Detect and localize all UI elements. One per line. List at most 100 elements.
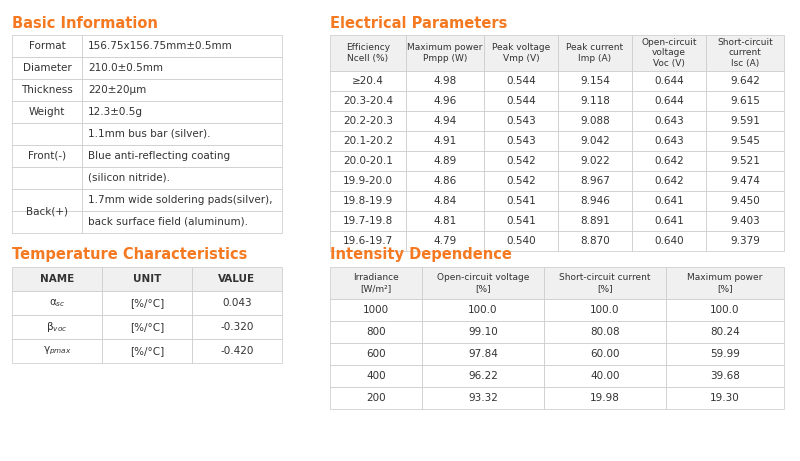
Bar — [632, 211, 706, 231]
Text: Open-circuit
voltage
Voc (V): Open-circuit voltage Voc (V) — [642, 38, 697, 68]
Bar — [558, 35, 632, 71]
Bar — [82, 189, 282, 211]
Bar — [330, 191, 406, 211]
Text: 100.0: 100.0 — [468, 305, 498, 315]
Text: γ$_{pmax}$: γ$_{pmax}$ — [42, 345, 71, 357]
Text: 400: 400 — [366, 371, 386, 381]
Bar — [558, 131, 632, 151]
Bar — [82, 211, 282, 233]
Text: 93.32: 93.32 — [468, 393, 498, 403]
Bar — [406, 131, 484, 151]
Text: 60.00: 60.00 — [590, 349, 620, 359]
Text: 4.79: 4.79 — [434, 236, 457, 246]
Bar — [544, 299, 666, 321]
Bar — [558, 211, 632, 231]
Text: 19.9-20.0: 19.9-20.0 — [343, 176, 393, 186]
Bar — [484, 191, 558, 211]
Text: Peak current
Imp (A): Peak current Imp (A) — [566, 43, 623, 63]
Bar — [544, 343, 666, 365]
Bar — [12, 123, 82, 145]
Text: 20.0-20.1: 20.0-20.1 — [343, 156, 393, 166]
Bar — [192, 315, 282, 339]
Bar — [706, 171, 784, 191]
Text: 0.643: 0.643 — [654, 136, 684, 146]
Text: Open-circuit voltage
[%]: Open-circuit voltage [%] — [437, 273, 529, 293]
Bar — [484, 111, 558, 131]
Text: Short-circuit
current
Isc (A): Short-circuit current Isc (A) — [717, 38, 773, 68]
Bar — [632, 231, 706, 251]
Text: 20.2-20.3: 20.2-20.3 — [343, 116, 393, 126]
Bar — [12, 267, 102, 291]
Bar — [102, 267, 192, 291]
Bar — [82, 145, 282, 167]
Bar — [422, 343, 544, 365]
Text: 9.591: 9.591 — [730, 116, 760, 126]
Text: back surface field (aluminum).: back surface field (aluminum). — [88, 217, 248, 227]
Bar — [666, 343, 784, 365]
Bar — [706, 211, 784, 231]
Bar — [666, 299, 784, 321]
Text: 0.640: 0.640 — [654, 236, 684, 246]
Text: 0.641: 0.641 — [654, 216, 684, 226]
Bar — [12, 339, 102, 363]
Text: 9.450: 9.450 — [730, 196, 760, 206]
Text: 8.946: 8.946 — [580, 196, 610, 206]
Text: 800: 800 — [366, 327, 386, 337]
Text: 39.68: 39.68 — [710, 371, 740, 381]
Bar — [82, 79, 282, 101]
Text: [%/°C]: [%/°C] — [130, 346, 164, 356]
Text: 99.10: 99.10 — [468, 327, 498, 337]
Text: -0.420: -0.420 — [220, 346, 254, 356]
Bar — [484, 171, 558, 191]
Text: 9.379: 9.379 — [730, 236, 760, 246]
Bar — [666, 321, 784, 343]
Text: Front(-): Front(-) — [28, 151, 66, 161]
Text: 0.543: 0.543 — [506, 116, 536, 126]
Bar — [544, 267, 666, 299]
Bar — [632, 91, 706, 111]
Text: 0.642: 0.642 — [654, 176, 684, 186]
Text: 96.22: 96.22 — [468, 371, 498, 381]
Bar — [12, 101, 82, 123]
Text: 8.967: 8.967 — [580, 176, 610, 186]
Bar — [544, 387, 666, 409]
Bar — [632, 35, 706, 71]
Bar — [632, 191, 706, 211]
Bar — [102, 291, 192, 315]
Bar — [544, 321, 666, 343]
Bar — [558, 111, 632, 131]
Bar — [484, 151, 558, 171]
Bar — [12, 211, 82, 233]
Text: 59.99: 59.99 — [710, 349, 740, 359]
Bar — [666, 365, 784, 387]
Bar — [406, 231, 484, 251]
Bar — [484, 131, 558, 151]
Bar — [406, 91, 484, 111]
Bar — [82, 167, 282, 189]
Text: Thickness: Thickness — [21, 85, 73, 95]
Text: 0.641: 0.641 — [654, 196, 684, 206]
Text: Irradiance
[W/m²]: Irradiance [W/m²] — [353, 273, 399, 293]
Text: Weight: Weight — [29, 107, 65, 117]
Text: Short-circuit current
[%]: Short-circuit current [%] — [559, 273, 650, 293]
Bar — [406, 35, 484, 71]
Bar — [330, 267, 422, 299]
Text: Diameter: Diameter — [22, 63, 71, 73]
Bar — [706, 151, 784, 171]
Bar — [330, 151, 406, 171]
Bar — [12, 167, 82, 189]
Text: 20.3-20.4: 20.3-20.4 — [343, 96, 393, 106]
Bar — [706, 35, 784, 71]
Text: 9.154: 9.154 — [580, 76, 610, 86]
Text: 80.24: 80.24 — [710, 327, 740, 337]
Bar — [632, 171, 706, 191]
Bar — [558, 231, 632, 251]
Bar — [632, 151, 706, 171]
Bar — [406, 171, 484, 191]
Text: VALUE: VALUE — [218, 274, 255, 284]
Text: 600: 600 — [366, 349, 386, 359]
Text: 210.0±0.5mm: 210.0±0.5mm — [88, 63, 163, 73]
Text: 4.98: 4.98 — [434, 76, 457, 86]
Bar — [558, 91, 632, 111]
Bar — [422, 365, 544, 387]
